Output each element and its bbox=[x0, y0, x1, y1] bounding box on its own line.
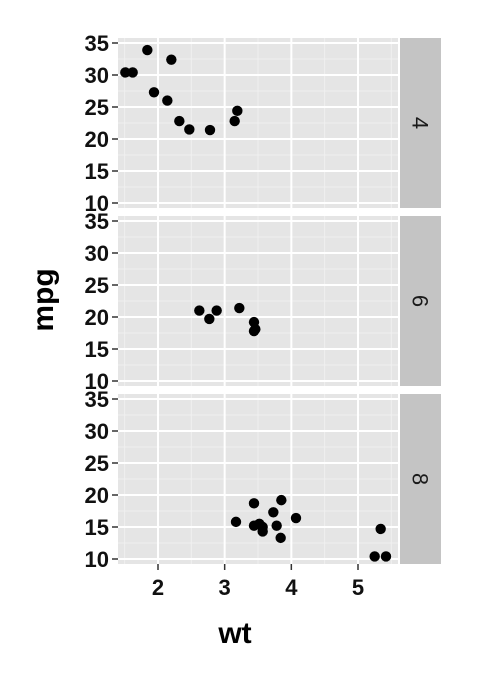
facet-strip-label: 4 bbox=[408, 117, 433, 129]
data-point bbox=[275, 532, 286, 544]
y-tick-label: 35 bbox=[85, 387, 109, 412]
y-tick-label: 10 bbox=[85, 369, 109, 394]
data-point bbox=[276, 494, 287, 506]
y-tick-label: 25 bbox=[85, 451, 109, 476]
y-tick-label: 30 bbox=[85, 419, 109, 444]
facet-strip-label: 8 bbox=[408, 473, 433, 485]
y-tick-label: 35 bbox=[85, 31, 109, 56]
x-axis-title: wt bbox=[217, 617, 251, 650]
y-tick-label: 15 bbox=[85, 337, 109, 362]
y-tick-label: 25 bbox=[85, 273, 109, 298]
data-point bbox=[248, 498, 260, 509]
data-point bbox=[230, 516, 242, 528]
x-axis: 2 3 4 5 bbox=[152, 564, 364, 600]
facet-strip bbox=[400, 216, 441, 386]
data-point bbox=[120, 67, 131, 78]
facet-strip-label: 6 bbox=[408, 295, 433, 307]
data-point bbox=[184, 124, 195, 135]
data-point bbox=[142, 44, 153, 56]
y-tick-label: 10 bbox=[85, 547, 109, 572]
data-point bbox=[194, 305, 205, 316]
data-point bbox=[204, 313, 215, 325]
facet-strip bbox=[400, 394, 441, 564]
y-axis-title: mpg bbox=[27, 268, 60, 331]
x-tick-label: 2 bbox=[152, 575, 164, 600]
facet-panel-4: 10 15 20 25 30 35 4 bbox=[85, 31, 441, 216]
y-tick-label: 35 bbox=[85, 209, 109, 234]
data-point bbox=[162, 95, 173, 106]
data-point bbox=[234, 302, 245, 314]
data-point bbox=[204, 124, 216, 136]
data-point bbox=[127, 67, 138, 78]
data-point bbox=[268, 507, 279, 518]
y-tick-label: 20 bbox=[85, 127, 109, 152]
y-tick-label: 25 bbox=[85, 95, 109, 120]
y-tick-label: 15 bbox=[85, 515, 109, 540]
data-point bbox=[271, 520, 282, 531]
data-point bbox=[166, 54, 177, 65]
data-point bbox=[211, 305, 222, 316]
x-tick-label: 3 bbox=[219, 575, 231, 600]
y-tick-label: 20 bbox=[85, 305, 109, 330]
data-point bbox=[229, 115, 240, 127]
data-point bbox=[148, 87, 160, 98]
data-point bbox=[380, 551, 392, 562]
facet-panel-8: 10 15 20 25 30 35 8 bbox=[85, 387, 441, 572]
panels-layer: 10 15 20 25 30 35 4 10 15 20 25 30 35 6 10 15 20 25 30 35 8 bbox=[85, 31, 441, 572]
data-point bbox=[290, 512, 302, 524]
data-point bbox=[232, 105, 243, 117]
data-point bbox=[257, 521, 268, 533]
x-tick-label: 5 bbox=[352, 575, 364, 600]
y-tick-label: 15 bbox=[85, 159, 109, 184]
y-tick-label: 20 bbox=[85, 483, 109, 508]
facet-strip bbox=[400, 38, 441, 208]
y-tick-label: 10 bbox=[85, 191, 109, 216]
data-point bbox=[369, 551, 380, 562]
x-tick-label: 4 bbox=[285, 575, 298, 600]
y-tick-label: 30 bbox=[85, 63, 109, 88]
data-point bbox=[248, 325, 260, 337]
data-point bbox=[375, 523, 386, 535]
facet-panel-6: 10 15 20 25 30 35 6 bbox=[85, 209, 441, 394]
data-point bbox=[174, 115, 185, 127]
y-tick-label: 30 bbox=[85, 241, 109, 266]
